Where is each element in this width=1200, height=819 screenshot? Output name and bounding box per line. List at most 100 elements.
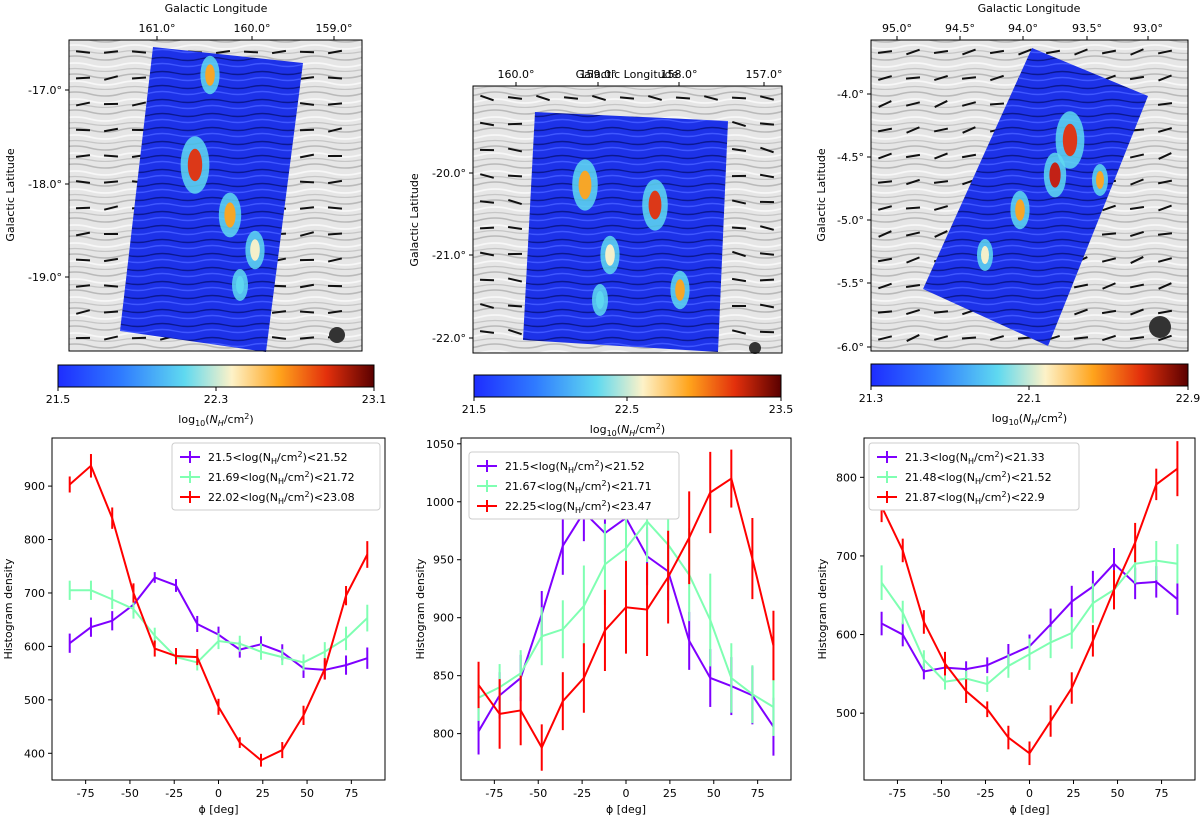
x-tick-label: 25 bbox=[663, 787, 677, 800]
x-tick-label: 50 bbox=[707, 787, 721, 800]
legend: 21.5<log(NH/cm2)<21.52 21.67<log(NH/cm2)<… bbox=[468, 451, 680, 520]
map-frame bbox=[68, 39, 363, 352]
density-clumps bbox=[180, 55, 265, 301]
x-tick-label: 158.0° bbox=[661, 68, 698, 81]
y-axis-label: Histogram density bbox=[414, 558, 427, 659]
series-3 bbox=[68, 454, 369, 767]
y-tick-label: 800 bbox=[24, 534, 45, 547]
x-tick-label: 25 bbox=[1067, 787, 1081, 800]
x-axis-label: Galactic Longitude bbox=[576, 68, 679, 81]
x-tick-label: -75 bbox=[888, 787, 906, 800]
series-2 bbox=[880, 540, 1179, 692]
x-tick-label: -25 bbox=[165, 787, 183, 800]
y-tick-label: -4.0° bbox=[837, 88, 864, 101]
y-tick-label: -17.0° bbox=[28, 84, 62, 97]
x-tick-label: 0 bbox=[623, 787, 630, 800]
y-tick-label: 1000 bbox=[426, 496, 454, 509]
x-tick-label: 159.0° bbox=[580, 68, 617, 81]
x-tick-label: 159.0° bbox=[316, 22, 353, 35]
colorbar-tick-label: 23.1 bbox=[362, 393, 387, 406]
density-clumps bbox=[572, 159, 690, 316]
legend-box bbox=[171, 442, 381, 511]
histogram-panel-3: -75 -50 -25 0 25 50 75 500 600 700 800 ϕ [deg] Histo… bbox=[816, 437, 1196, 816]
y-tick-label: -19.0° bbox=[28, 271, 62, 284]
y-tick-label: -5.0° bbox=[837, 214, 864, 227]
y-tick-label: 600 bbox=[836, 629, 857, 642]
x-tick-label: 95.0° bbox=[882, 22, 912, 35]
colorbar-tick-label: 22.5 bbox=[615, 403, 640, 416]
x-tick-label: 75 bbox=[344, 787, 358, 800]
colorbar-tick-label: 22.1 bbox=[1017, 392, 1042, 405]
y-tick-label: 400 bbox=[24, 747, 45, 760]
beam-circle bbox=[749, 342, 761, 354]
legend-label: 21.5<log(NH/cm2)<21.52 bbox=[208, 450, 348, 466]
map-panel-2: 160.0° 159.0° 158.0° 157.0° -20.0° -21.0° -22.… bbox=[408, 68, 793, 438]
x-tick-label: -50 bbox=[529, 787, 547, 800]
y-tick-label: -4.5° bbox=[837, 151, 864, 164]
y-tick-label: 700 bbox=[836, 550, 857, 563]
x-tick-label: -50 bbox=[121, 787, 139, 800]
x-tick-label: 0 bbox=[215, 787, 222, 800]
legend: 21.3<log(NH/cm2)<21.33 21.48<log(NH/cm2)<… bbox=[868, 442, 1080, 511]
legend-label: 21.67<log(NH/cm2)<21.71 bbox=[505, 479, 652, 495]
colorbar-tick-label: 23.5 bbox=[769, 403, 794, 416]
x-tick-label: 50 bbox=[300, 787, 314, 800]
map-frame bbox=[472, 85, 783, 354]
colorbar bbox=[57, 364, 375, 388]
x-tick-label: 160.0° bbox=[498, 68, 535, 81]
column-density-map bbox=[923, 48, 1148, 346]
beam-circle bbox=[329, 327, 345, 343]
x-axis-label: Galactic Longitude bbox=[978, 2, 1081, 15]
y-tick-label: 1050 bbox=[426, 438, 454, 451]
legend: 21.5<log(NH/cm2)<21.52 21.69<log(NH/cm2)<… bbox=[171, 442, 381, 511]
x-axis-label: ϕ [deg] bbox=[606, 803, 646, 816]
legend-box bbox=[468, 451, 680, 520]
y-tick-label: 900 bbox=[433, 612, 454, 625]
column-density-map bbox=[523, 112, 728, 352]
y-tick-label: -5.5° bbox=[837, 277, 864, 290]
beam-circle bbox=[1149, 316, 1171, 338]
y-tick-label: 900 bbox=[24, 480, 45, 493]
y-axis-label: Galactic Latitude bbox=[408, 173, 421, 267]
x-tick-label: -25 bbox=[573, 787, 591, 800]
histogram-panel-1: -75 -50 -25 0 25 50 75 400 500 600 700 800 900 ϕ [deg… bbox=[2, 437, 386, 816]
x-tick-label: -75 bbox=[77, 787, 95, 800]
series-3 bbox=[880, 441, 1179, 766]
x-tick-label: 0 bbox=[1026, 787, 1033, 800]
colorbar-tick-label: 22.9 bbox=[1176, 392, 1200, 405]
colorbar bbox=[870, 363, 1189, 387]
y-axis-label: Histogram density bbox=[2, 558, 15, 659]
y-tick-label: 850 bbox=[433, 670, 454, 683]
histogram-panel-2: -75 -50 -25 0 25 50 75 800 850 900 950 1000 1050 ϕ [d… bbox=[414, 437, 792, 816]
colorbar-tick-label: 21.3 bbox=[859, 392, 884, 405]
y-tick-label: 500 bbox=[24, 694, 45, 707]
x-tick-label: 75 bbox=[1155, 787, 1169, 800]
x-tick-label: 25 bbox=[256, 787, 270, 800]
map-panel-1: 161.0° 160.0° 159.0° -17.0° -18.0° -19.0° Gala… bbox=[4, 2, 386, 428]
density-clumps bbox=[977, 111, 1108, 271]
x-axis-label: ϕ [deg] bbox=[198, 803, 238, 816]
y-tick-label: 800 bbox=[836, 471, 857, 484]
legend-label: 21.3<log(NH/cm2)<21.33 bbox=[905, 450, 1045, 466]
y-axis-label: Histogram density bbox=[816, 558, 829, 659]
y-axis-label: Galactic Latitude bbox=[815, 148, 828, 242]
x-tick-label: 94.5° bbox=[945, 22, 975, 35]
colorbar bbox=[473, 374, 782, 398]
legend-label: 22.25<log(NH/cm2)<23.47 bbox=[505, 499, 652, 515]
y-tick-label: -18.0° bbox=[28, 178, 62, 191]
legend-label: 21.87<log(NH/cm2)<22.9 bbox=[905, 490, 1045, 506]
colorbar-tick-label: 22.3 bbox=[204, 393, 229, 406]
legend-label: 21.48<log(NH/cm2)<21.52 bbox=[905, 470, 1052, 486]
legend-label: 21.69<log(NH/cm2)<21.72 bbox=[208, 470, 355, 486]
y-tick-label: 800 bbox=[433, 728, 454, 741]
map-panel-3: 95.0° 94.5° 94.0° 93.5° 93.0° -4.0° -4.5° -5.0°… bbox=[815, 2, 1200, 427]
x-axis-label: Galactic Longitude bbox=[165, 2, 268, 15]
legend-box bbox=[868, 442, 1080, 511]
x-tick-label: 50 bbox=[1111, 787, 1125, 800]
x-tick-label: 93.5° bbox=[1072, 22, 1102, 35]
y-tick-label: 950 bbox=[433, 554, 454, 567]
x-tick-label: 93.0° bbox=[1133, 22, 1163, 35]
column-density-map bbox=[120, 47, 303, 352]
x-tick-label: 160.0° bbox=[234, 22, 271, 35]
